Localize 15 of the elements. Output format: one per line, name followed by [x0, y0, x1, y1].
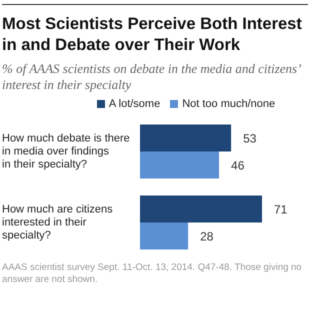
bar: [140, 222, 188, 250]
legend-label: A lot/some: [108, 98, 160, 110]
bar: [140, 152, 220, 179]
text: AAAS scientist survey Sept. 11-Oct. 13, 2014. Q47-48. Those giving no answer are not shown.: [2, 262, 303, 286]
data-label: 46: [231, 158, 245, 172]
y-tick-label: How much are citizens interested in their specialty?: [2, 203, 114, 242]
y-tick-label: How much debate is there in media over findings in their specialty?: [2, 132, 130, 170]
chart-title: Most Scientists Perceive Both Interest in and Debate over Their Work: [2, 14, 303, 56]
bar: [140, 196, 262, 223]
chart-subtitle: % of AAAS scientists on debate in the media and citizens’ interest in their specialty: [2, 61, 302, 93]
data-label: 53: [243, 131, 257, 146]
data-label: 28: [200, 229, 214, 244]
data-label: 71: [274, 202, 288, 216]
bar: [140, 124, 232, 152]
legend-label: Not too much/none: [182, 98, 276, 110]
